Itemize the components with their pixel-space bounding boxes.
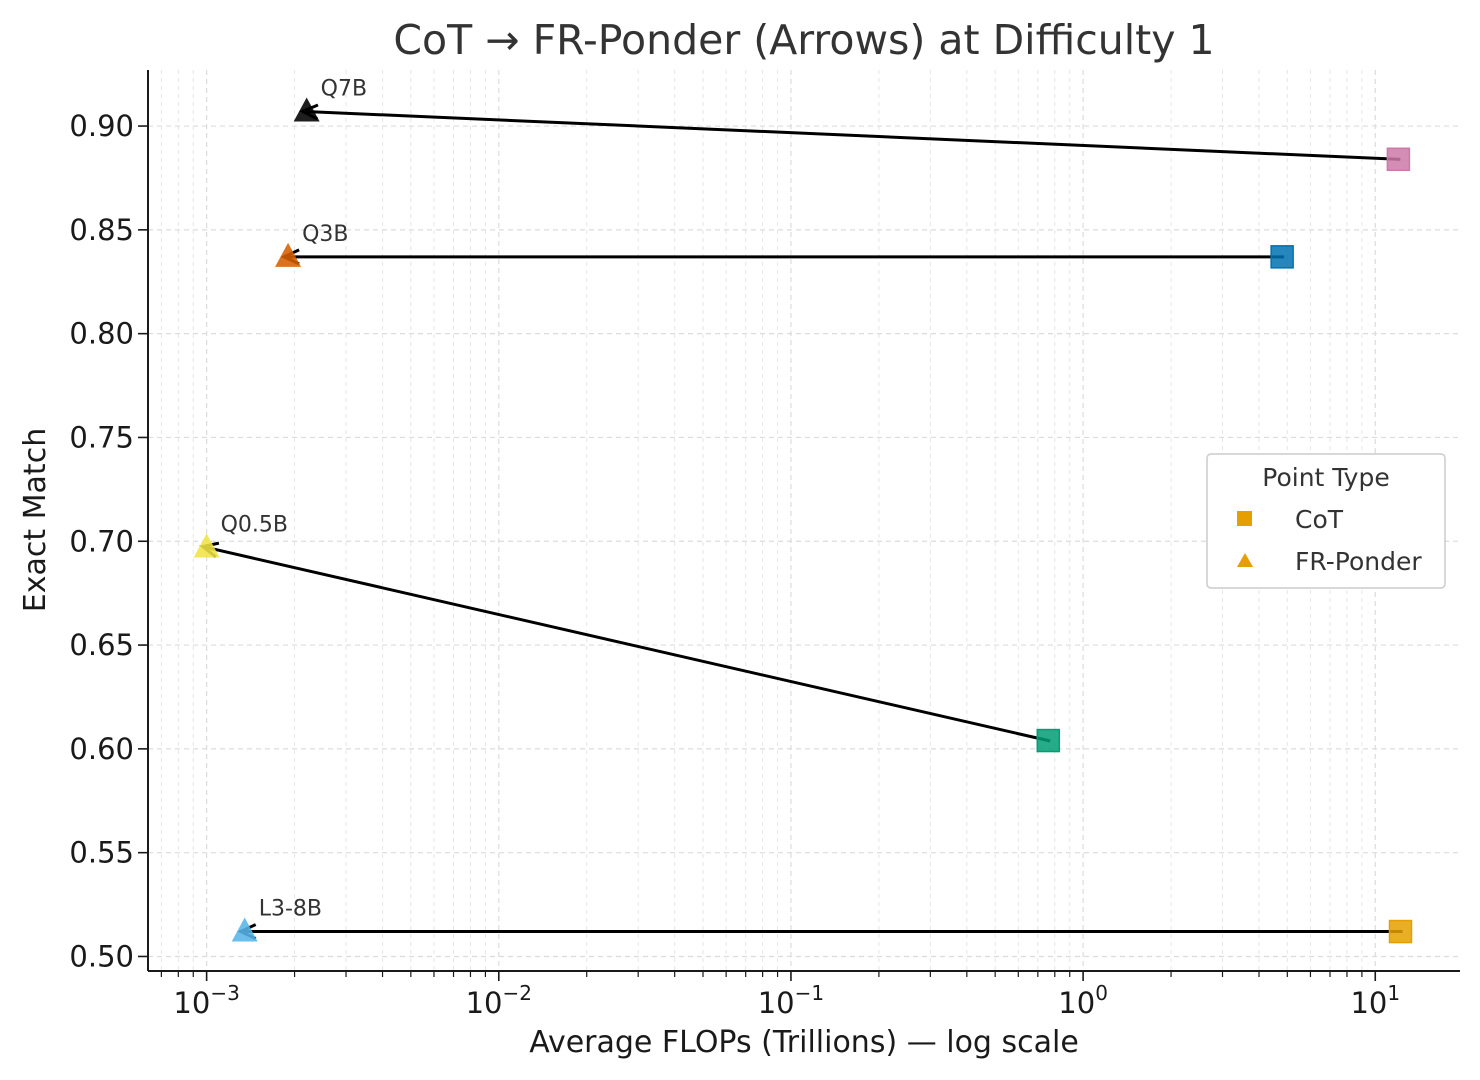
legend: Point Type CoT FR-Ponder [1206,453,1446,589]
x-axis-label: Average FLOPs (Trillions) — log scale [529,1025,1079,1060]
y-tick-label: 0.60 [69,732,134,766]
cot-point [1388,919,1413,944]
x-tick-label: 10−1 [758,981,824,1020]
legend-fr-ponder-label: FR-Ponder [1295,547,1422,576]
point-label: Q0.5B [221,512,288,537]
arrow-shaft [202,545,1051,743]
y-tick-label: 0.90 [69,109,134,143]
point-label: Q3B [302,222,348,247]
cot-point [1270,245,1294,269]
point-labels: Q7B Q3B Q0.5B L3-8B [221,77,367,922]
axes [147,70,1460,972]
cot-point [1386,147,1411,172]
y-tick-label: 0.65 [69,628,134,662]
x-tick-label: 100 [1058,981,1108,1020]
legend-cot-marker [1237,511,1252,526]
x-tick-label: 101 [1350,981,1400,1020]
x-tick-label: 10−2 [466,981,532,1020]
point-label: Q7B [321,77,367,102]
legend-fr-ponder-marker [1237,553,1253,567]
legend-cot-label: CoT [1295,505,1344,534]
legend-frame [1206,453,1446,589]
arrow-shaft [302,109,1401,161]
fr-ponder-point [231,917,258,942]
fr-ponder-point [275,242,302,267]
y-tick-label: 0.70 [69,524,134,558]
legend-title: Point Type [1262,463,1389,492]
fr-ponder-point [293,97,320,122]
y-tick-label: 0.75 [69,420,134,454]
y-ticks: 0.50 0.55 0.60 0.65 0.70 0.75 0.80 0.85 0.90 [69,109,148,973]
y-tick-label: 0.50 [69,939,134,973]
points [193,97,1413,944]
point-label: L3-8B [259,897,322,922]
y-tick-label: 0.85 [69,213,134,247]
y-tick-label: 0.55 [69,836,134,870]
cot-point [1036,728,1061,753]
x-tick-label: 10−3 [173,981,239,1020]
x-ticks: 10−3 10−2 10−1 100 101 [160,971,1400,1020]
y-axis-label: Exact Match [18,428,53,612]
fr-ponder-point [193,533,220,558]
chart-title: CoT → FR-Ponder (Arrows) at Difficulty 1 [393,16,1214,64]
y-tick-label: 0.80 [69,317,134,351]
